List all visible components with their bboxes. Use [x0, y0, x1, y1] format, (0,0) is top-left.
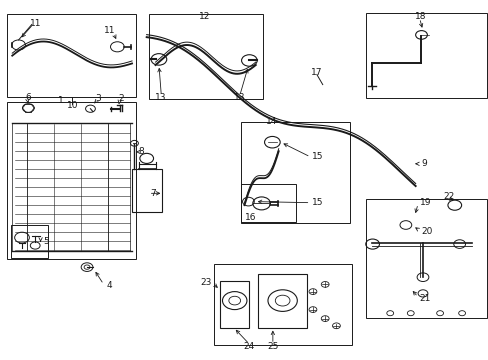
- Bar: [149, 14, 263, 99]
- Bar: [107, 123, 129, 251]
- Bar: [7, 102, 136, 259]
- Text: 4: 4: [106, 281, 112, 290]
- Text: 16: 16: [244, 213, 256, 222]
- Text: 13: 13: [154, 94, 166, 103]
- Bar: [258, 274, 306, 328]
- Text: 25: 25: [266, 342, 278, 351]
- Bar: [7, 14, 136, 97]
- Bar: [240, 122, 349, 223]
- Text: 14: 14: [265, 117, 277, 126]
- Text: 23: 23: [200, 278, 211, 287]
- Text: 11: 11: [30, 18, 42, 28]
- Bar: [11, 225, 48, 258]
- Bar: [214, 264, 351, 345]
- Text: 12: 12: [198, 13, 210, 22]
- Bar: [240, 184, 296, 222]
- Text: 8: 8: [138, 147, 144, 156]
- Bar: [132, 169, 162, 212]
- Text: 24: 24: [243, 342, 255, 351]
- Bar: [220, 281, 249, 328]
- Text: 22: 22: [442, 192, 454, 201]
- Text: 15: 15: [311, 198, 323, 207]
- Text: 5: 5: [43, 237, 49, 246]
- Text: 9: 9: [421, 158, 427, 168]
- Text: 15: 15: [311, 152, 323, 161]
- Text: 18: 18: [414, 13, 426, 22]
- Text: 6: 6: [25, 94, 31, 103]
- Text: 7: 7: [150, 189, 156, 198]
- Text: 1: 1: [58, 96, 64, 105]
- Text: 2: 2: [118, 94, 124, 103]
- Text: 10: 10: [66, 102, 78, 111]
- Text: 20: 20: [421, 227, 432, 236]
- Text: 17: 17: [310, 68, 322, 77]
- Text: 21: 21: [419, 294, 430, 302]
- Bar: [365, 13, 486, 98]
- Text: 3: 3: [95, 94, 101, 103]
- Bar: [12, 123, 27, 251]
- Text: 13: 13: [233, 94, 245, 103]
- Text: 19: 19: [419, 198, 430, 207]
- Text: 11: 11: [104, 26, 116, 35]
- Bar: [365, 199, 486, 318]
